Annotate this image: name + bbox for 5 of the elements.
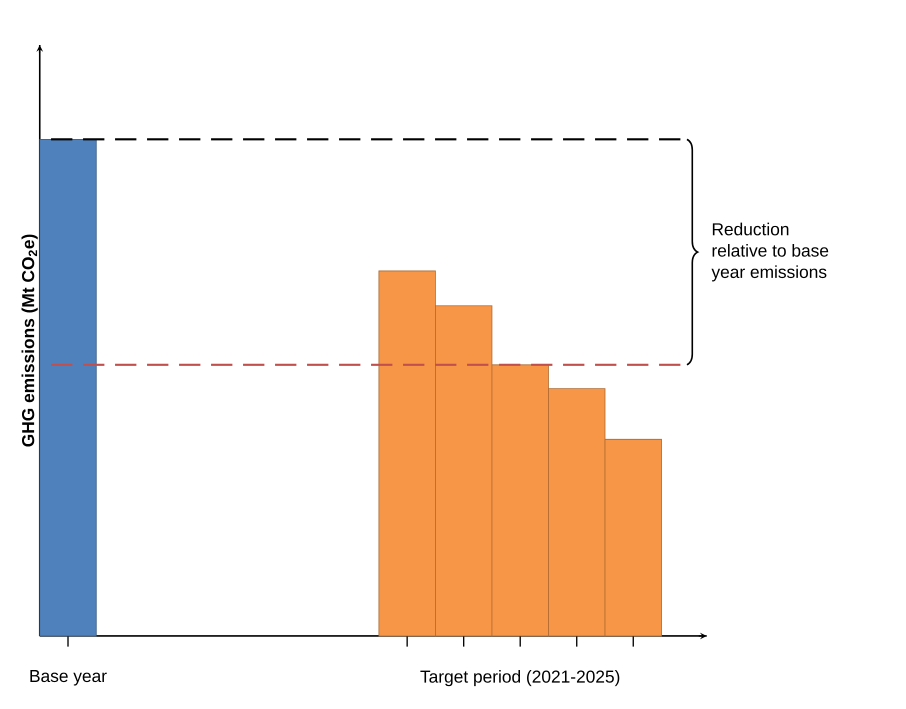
x-tick-label: Target period (2021-2025) (420, 670, 620, 686)
x-tick-label: Base year (30, 670, 107, 686)
y-axis-title: GHG emissions (Mt CO$_{2}$e) (22, 234, 38, 447)
text: Reduction relative to base year emissions (711, 222, 828, 282)
bar (39, 138, 97, 636)
